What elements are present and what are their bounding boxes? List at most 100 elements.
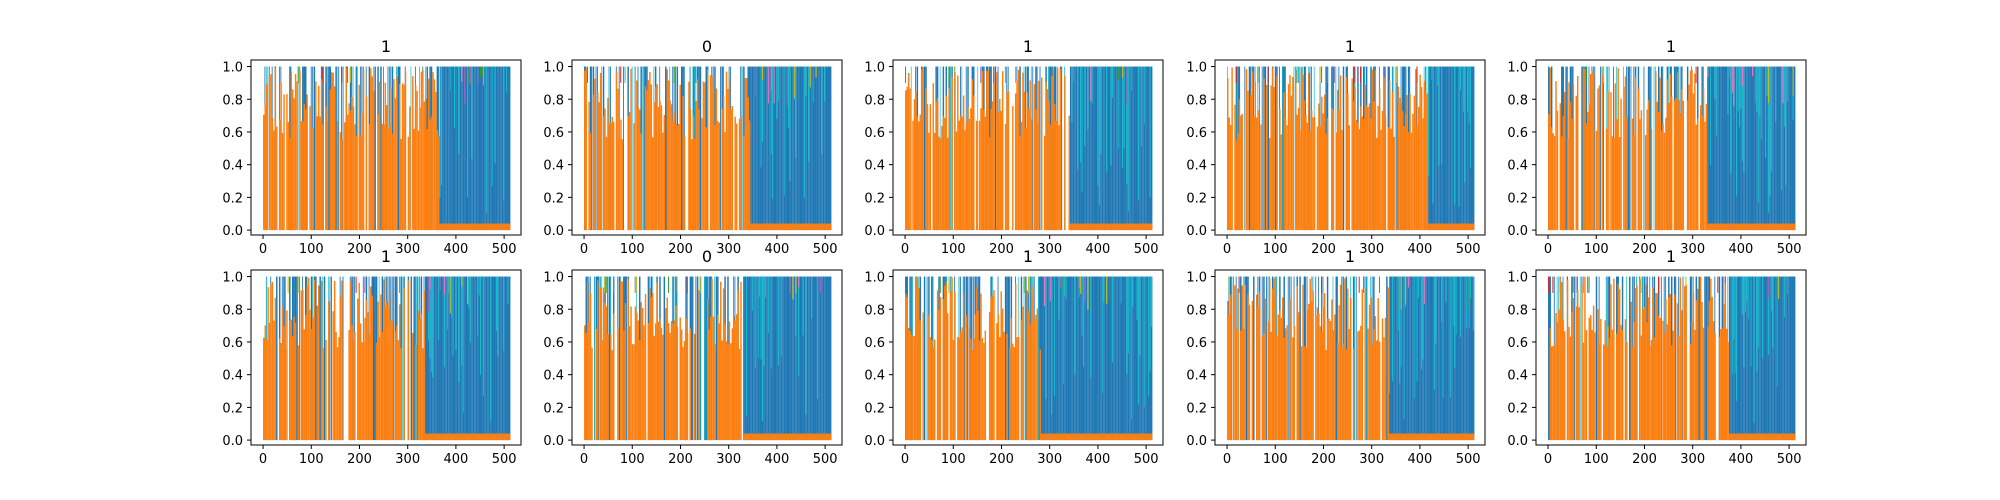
mark-orange — [675, 305, 677, 441]
mark-orange — [1782, 433, 1784, 441]
mark-orange — [1348, 125, 1350, 231]
mark-orange — [1038, 80, 1040, 231]
mark-orange — [643, 325, 645, 441]
mark-orange — [345, 67, 347, 231]
mark-blue — [1720, 66, 1722, 231]
mark-blue — [1746, 66, 1748, 231]
mark-blue — [994, 66, 997, 231]
mark-orange — [1697, 288, 1699, 441]
mark-orange — [788, 433, 790, 441]
mark-orange — [378, 81, 381, 231]
mark-other — [948, 276, 950, 293]
mark-orange — [1454, 223, 1456, 231]
mark-orange — [919, 114, 921, 231]
mark-orange — [1646, 109, 1648, 231]
mark-orange — [1630, 301, 1632, 441]
mark-cyan — [1734, 276, 1736, 373]
mark-orange — [1286, 325, 1288, 441]
mark-orange — [938, 136, 940, 231]
mark-cyan — [1136, 276, 1138, 320]
mark-orange — [1264, 298, 1267, 441]
mark-orange — [1743, 433, 1745, 441]
mark-other — [1423, 276, 1425, 305]
mark-cyan — [594, 276, 595, 441]
mark-orange — [1769, 223, 1771, 231]
mark-blue — [1711, 66, 1713, 231]
mark-orange — [932, 83, 934, 231]
mark-orange — [1013, 347, 1015, 441]
mark-orange — [1136, 223, 1138, 231]
mark-orange — [1746, 433, 1748, 441]
mark-orange — [1129, 433, 1131, 441]
mark-blue — [1093, 276, 1095, 441]
mark-orange — [640, 133, 642, 231]
x-tick-label: 100 — [941, 242, 966, 257]
mark-orange — [1636, 285, 1638, 441]
mark-orange — [394, 331, 397, 441]
mark-blue — [1770, 276, 1773, 441]
mark-orange — [670, 104, 673, 231]
mark-orange — [445, 433, 447, 441]
mark-orange — [1772, 223, 1774, 231]
mark-orange — [429, 119, 431, 231]
mark-cyan — [416, 276, 418, 441]
mark-orange — [957, 75, 959, 231]
mark-orange — [1757, 223, 1760, 231]
series-cyan — [910, 66, 1151, 231]
mark-orange — [433, 79, 436, 231]
mark-orange — [344, 122, 346, 231]
mark-orange — [728, 321, 731, 441]
mark-orange — [1433, 223, 1436, 231]
series-other — [297, 66, 485, 104]
mark-orange — [812, 223, 815, 231]
mark-orange — [291, 89, 294, 231]
mark-orange — [482, 433, 485, 441]
mark-blue — [498, 276, 501, 441]
mark-orange — [474, 223, 476, 231]
mark-orange — [673, 320, 676, 441]
mark-orange — [1354, 87, 1356, 231]
mark-cyan — [802, 276, 804, 336]
mark-orange — [1397, 86, 1400, 231]
mark-blue — [467, 276, 469, 441]
mark-cyan — [777, 66, 779, 101]
mark-orange — [1572, 84, 1575, 231]
mark-blue — [1738, 66, 1741, 231]
mark-blue — [756, 66, 758, 231]
axes-frame — [892, 269, 1164, 446]
mark-orange — [993, 290, 995, 441]
mark-orange — [1741, 223, 1744, 231]
mark-orange — [586, 281, 589, 441]
mark-orange — [604, 108, 606, 231]
mark-cyan — [821, 66, 823, 155]
mark-orange — [1253, 116, 1255, 231]
mark-orange — [497, 223, 499, 231]
mark-orange — [1582, 342, 1585, 441]
mark-orange — [453, 433, 456, 441]
mark-orange — [1598, 85, 1601, 231]
mark-other — [1090, 66, 1092, 101]
mark-orange — [1347, 288, 1349, 441]
mark-cyan — [1399, 276, 1401, 384]
mark-blue — [796, 66, 799, 231]
mark-blue — [1129, 276, 1131, 441]
mark-orange — [1368, 103, 1371, 231]
mark-orange — [698, 290, 700, 441]
mark-blue — [1788, 66, 1790, 231]
mark-orange — [1714, 333, 1716, 441]
mark-orange — [978, 340, 981, 441]
mark-orange — [1387, 287, 1390, 441]
mark-blue — [819, 276, 822, 441]
series-other — [1585, 66, 1794, 107]
mark-orange — [1357, 331, 1359, 441]
mark-orange — [1270, 331, 1272, 441]
mark-blue — [1119, 276, 1121, 441]
mark-orange — [1279, 108, 1281, 231]
mark-blue — [374, 66, 376, 231]
mark-orange — [1783, 433, 1786, 441]
mark-cyan — [446, 276, 448, 330]
mark-other — [686, 276, 688, 293]
mark-blue — [1740, 276, 1742, 441]
